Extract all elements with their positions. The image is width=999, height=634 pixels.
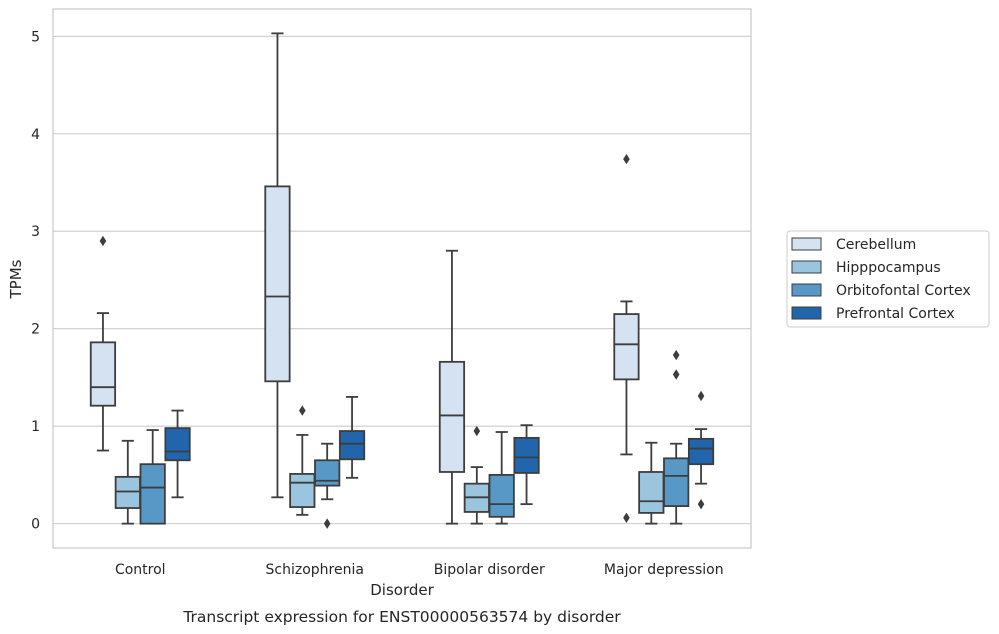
box-orbitofontal-cortex-0	[139, 429, 166, 525]
legend-swatch	[791, 260, 822, 274]
y-axis-label: TPMs	[7, 259, 25, 299]
x-axis-label: Disorder	[370, 581, 434, 599]
box-iqr	[488, 473, 515, 518]
box-prefrontal-cortex-1	[338, 396, 366, 479]
legend: Cerebellum Hipppocampus Orbitofontal Corte…	[786, 230, 990, 328]
box-hipppocampus-0	[114, 439, 141, 525]
box-prefrontal-cortex-0	[164, 409, 191, 499]
box-cerebellum-1	[264, 32, 291, 499]
box-iqr	[613, 313, 640, 381]
x-tick-label: Bipolar disorder	[434, 562, 545, 578]
outlier-point	[623, 512, 630, 523]
legend-swatch	[791, 283, 822, 297]
box-iqr	[663, 457, 690, 507]
box-hipppocampus-2	[463, 425, 490, 525]
outlier-point	[672, 349, 680, 361]
box-iqr	[338, 430, 366, 461]
box-hipppocampus-1	[289, 405, 316, 516]
y-tick-label: 0	[31, 517, 40, 533]
legend-frame	[786, 230, 990, 328]
chart-caption: Transcript expression for ENST0000056357…	[182, 608, 621, 626]
plot-frame	[52, 8, 752, 549]
box-iqr	[638, 471, 665, 514]
box-cerebellum-2	[438, 249, 466, 525]
box-iqr	[438, 360, 466, 473]
box-orbitofontal-cortex-1	[314, 442, 341, 529]
legend-entry: Orbitofontal Cortex	[836, 283, 971, 299]
box-iqr	[314, 459, 341, 487]
x-tick-label: Schizophrenia	[266, 562, 364, 578]
legend-swatch	[791, 237, 822, 251]
outlier-point	[697, 498, 705, 510]
box-plot-boxes	[89, 32, 715, 529]
legend-entry: Prefrontal Cortex	[836, 306, 955, 322]
y-tick-label: 1	[31, 419, 40, 435]
box-iqr	[114, 475, 141, 509]
outlier-point	[672, 369, 680, 380]
box-iqr	[289, 473, 316, 508]
box-iqr	[264, 185, 291, 383]
box-iqr	[687, 437, 715, 466]
y-axis-ticks: 0 1 2 3 4 5	[31, 29, 40, 532]
box-prefrontal-cortex-3	[687, 390, 715, 510]
outlier-point	[473, 425, 481, 437]
legend-swatch	[791, 306, 822, 320]
box-prefrontal-cortex-2	[513, 424, 540, 506]
box-iqr	[139, 463, 166, 525]
gridlines	[53, 35, 751, 525]
box-iqr	[164, 427, 191, 462]
box-iqr	[513, 436, 540, 474]
box-iqr	[89, 341, 117, 407]
box-cerebellum-3	[613, 153, 640, 523]
legend-entry: Hipppocampus	[836, 260, 941, 276]
box-orbitofontal-cortex-3	[663, 349, 690, 525]
box-hipppocampus-3	[638, 441, 665, 525]
box-cerebellum-0	[89, 235, 117, 452]
x-axis-ticks: Control Schizophrenia Bipolar disorder Majo…	[115, 562, 724, 578]
outlier-point	[299, 405, 306, 416]
outlier-point	[323, 518, 331, 529]
y-tick-label: 4	[31, 127, 40, 143]
y-tick-label: 3	[31, 224, 40, 240]
outlier-point	[697, 390, 705, 402]
x-tick-label: Major depression	[604, 562, 724, 578]
outlier-point	[623, 153, 630, 165]
box-orbitofontal-cortex-2	[488, 431, 515, 525]
x-tick-label: Control	[115, 562, 166, 578]
y-tick-label: 2	[31, 322, 40, 338]
y-tick-label: 5	[31, 29, 40, 45]
outlier-point	[99, 235, 107, 247]
legend-entry: Cerebellum	[836, 237, 916, 253]
